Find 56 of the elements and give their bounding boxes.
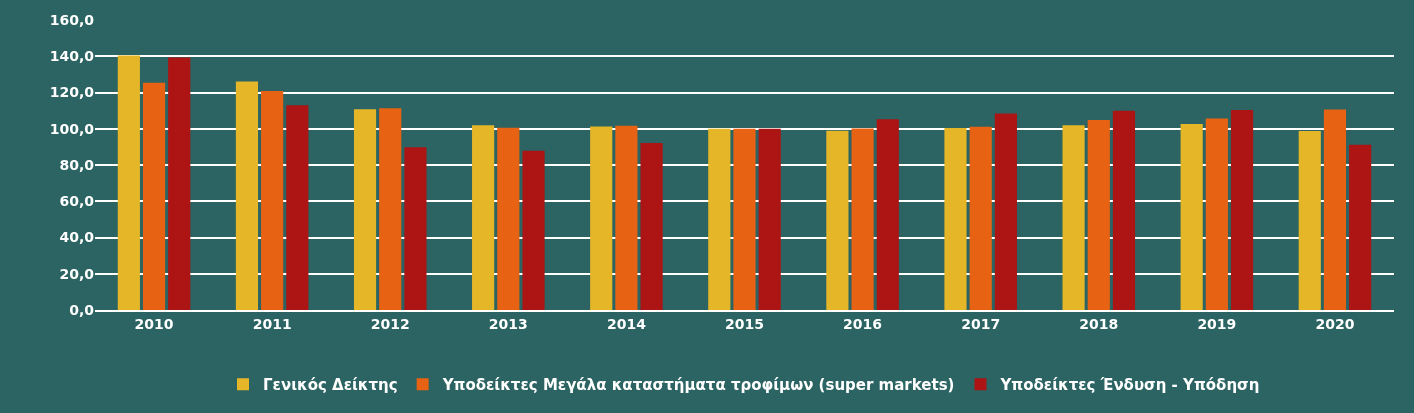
x-tick-label: 2020 <box>1315 315 1355 332</box>
x-tick-label: 2014 <box>606 315 647 332</box>
x-tick-label: 2013 <box>488 315 528 332</box>
y-tick-label: 40,0 <box>59 229 95 246</box>
y-tick-label: 80,0 <box>59 156 95 173</box>
legend-label: Υποδείκτες Μεγάλα καταστήματα τροφίμων (super markets) <box>441 376 955 395</box>
x-tick-label: 2018 <box>1079 315 1119 332</box>
bar <box>826 130 849 310</box>
x-tick-label: 2016 <box>843 315 883 332</box>
x-tick-label: 2010 <box>134 315 174 332</box>
bar <box>522 150 545 310</box>
bar <box>286 105 309 310</box>
y-tick-label: 160,0 <box>49 11 95 28</box>
x-tick-label: 2019 <box>1197 315 1237 332</box>
bar <box>142 82 166 310</box>
bar <box>851 128 874 310</box>
legend-label: Υποδείκτες Ένδυση - Υπόδηση <box>999 376 1260 395</box>
x-tick-label: 2015 <box>725 315 764 332</box>
x-tick-label: 2012 <box>370 315 410 332</box>
bar <box>472 125 495 310</box>
bar <box>1062 125 1085 310</box>
bar <box>876 119 899 310</box>
bar <box>1230 109 1254 310</box>
bar <box>615 125 638 310</box>
bar <box>758 128 781 310</box>
bar <box>640 142 663 310</box>
bar <box>969 126 992 310</box>
bar <box>1087 120 1110 310</box>
bar <box>1298 131 1321 310</box>
bar <box>994 113 1017 310</box>
bar <box>353 109 377 310</box>
bar <box>168 57 191 310</box>
bar <box>1323 109 1347 310</box>
bar <box>944 128 967 310</box>
y-tick-label: 20,0 <box>59 265 95 282</box>
bar <box>497 127 520 310</box>
y-tick-label: 100,0 <box>49 120 95 137</box>
bar <box>235 81 259 310</box>
legend-label: Γενικός Δείκτης <box>263 376 398 395</box>
bar <box>733 128 756 310</box>
bar <box>1349 144 1372 310</box>
y-tick-label: 140,0 <box>49 48 95 65</box>
bar <box>117 55 140 310</box>
bar <box>404 147 427 310</box>
bar <box>1205 118 1228 310</box>
y-tick-label: 120,0 <box>49 84 95 101</box>
y-tick-label: 60,0 <box>59 193 95 210</box>
x-tick-label: 2011 <box>252 315 292 332</box>
bar <box>379 108 402 310</box>
bar <box>590 126 613 310</box>
bar <box>261 91 284 310</box>
x-tick-label: 2017 <box>961 315 1001 332</box>
bar <box>1112 110 1136 310</box>
y-tick-label: 0,0 <box>69 301 95 318</box>
bar <box>1180 124 1203 310</box>
bar <box>708 128 731 310</box>
